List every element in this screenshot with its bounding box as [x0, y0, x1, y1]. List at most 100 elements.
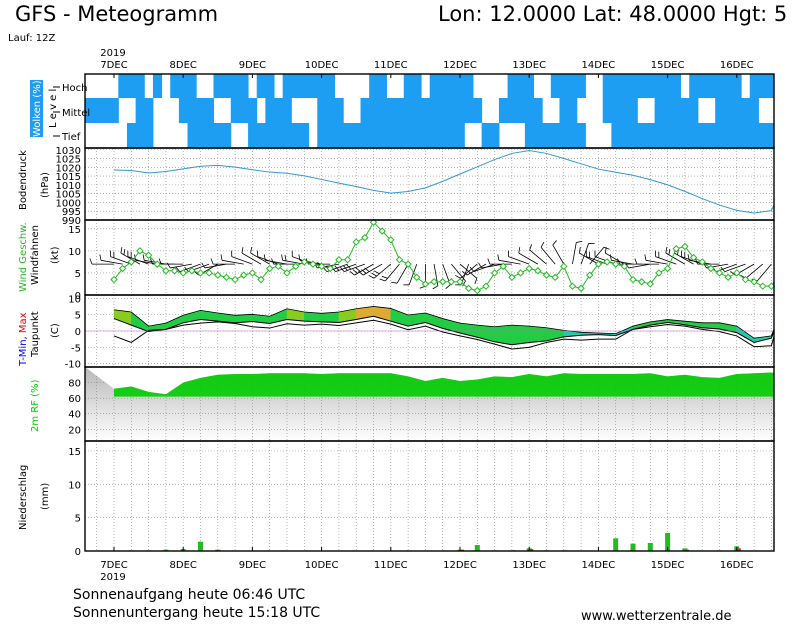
pressure-tick-label: 990 [62, 216, 81, 227]
wind-barb-feather [379, 278, 386, 282]
cloud-cell-hoch [559, 74, 569, 98]
cloud-cell-tief [334, 123, 344, 148]
cloud-cell-tief [542, 123, 552, 148]
wind-speed-point [707, 264, 715, 273]
cloud-cell-tief [369, 123, 379, 148]
wind-barb-feather [432, 285, 439, 290]
wind-tick-label: 0 [75, 291, 81, 302]
wind-speed-point [274, 262, 283, 271]
cloud-cell-tief [611, 123, 621, 148]
wind-barb-feather [665, 247, 668, 254]
wind-speed-point [482, 282, 490, 290]
wind-speed-point [438, 278, 447, 286]
wind-barb [645, 259, 668, 265]
cloud-cell-hoch [507, 74, 517, 98]
wind-barb [674, 252, 694, 265]
cloud-cell-hoch [464, 74, 474, 98]
pressure-tick-label: 1000 [56, 198, 81, 209]
precip-bar [613, 538, 619, 551]
pressure-tick-label: 1005 [56, 190, 81, 201]
cloud-cell-tief [524, 123, 535, 148]
cloud-cell-tief [412, 123, 422, 148]
cloud-cell-hoch [697, 74, 708, 98]
day-label-top: 12DEC [443, 60, 477, 71]
wind-barb-feather [263, 254, 266, 261]
wind-barb-feather [461, 271, 468, 276]
wind-speed-point [430, 278, 438, 286]
cloud-cell-tief [568, 123, 578, 148]
wind-speed-point [231, 275, 239, 284]
wind-speed-point [629, 275, 637, 284]
wind-speed-point [499, 262, 507, 271]
wind-barb-feather [201, 262, 206, 269]
cloud-cell-hoch [550, 74, 560, 98]
wind-speed-point [698, 258, 706, 266]
cloud-cell-hoch [118, 74, 128, 98]
cloud-cell-mittel [447, 98, 457, 123]
cloud-cell-tief [732, 123, 742, 148]
rf-area [114, 370, 774, 397]
axis-labels: 9909951000100510101015102010251030051015… [18, 48, 754, 583]
temp-range-band [511, 324, 530, 345]
wind-speed-point [516, 269, 525, 277]
wind-barb-feather [391, 281, 398, 284]
cloud-cell-tief [299, 123, 310, 148]
cloud-cell-tief [248, 123, 258, 148]
cloud-cell-mittel [715, 98, 725, 123]
wind-speed-point [689, 253, 698, 262]
precip-bar [474, 545, 480, 551]
wind-speed-point [586, 271, 594, 279]
wind-barb [724, 263, 746, 273]
wind-barb-feather [381, 275, 388, 279]
cloud-cell-hoch [516, 74, 526, 98]
wind-barb [460, 263, 478, 279]
cloud-cell-tief [343, 123, 353, 148]
wind-barb [110, 256, 132, 265]
precip-bar [665, 533, 671, 551]
cloud-cell-mittel [360, 98, 370, 123]
wind-speed-point [611, 260, 620, 268]
wind-speed-point [464, 284, 473, 293]
cloud-cell-hoch [602, 74, 612, 98]
temp-tick-label: -5 [71, 343, 81, 354]
temp-tick-label: 10 [68, 294, 81, 305]
cloud-cell-hoch [213, 74, 223, 98]
wind-barb-feather [552, 240, 557, 246]
cloud-cell-tief [421, 123, 431, 148]
cloud-cell-tief [559, 123, 569, 148]
cloud-cell-hoch [749, 74, 759, 98]
pressure-tick-label: 1030 [56, 146, 81, 157]
cloud-cell-tief [403, 123, 413, 148]
cloud-cell-tief [213, 123, 223, 148]
gridlines [85, 148, 774, 552]
wind-speed-point [265, 264, 274, 273]
day-label-bottom: 12DEC [443, 560, 477, 571]
day-label-bottom: 10DEC [305, 560, 339, 571]
wind-barb [120, 252, 141, 265]
day-label-bottom: 8DEC [170, 560, 197, 571]
precip-axis-title: Niederschlag [18, 465, 29, 530]
cloud-cell-mittel [204, 98, 214, 123]
rf-tick-label: 40 [68, 410, 81, 421]
cloud-cell-hoch [256, 74, 266, 98]
wind-barb-feather [339, 266, 345, 272]
cloud-cell-hoch [715, 74, 725, 98]
rf-tick-label: 60 [68, 394, 81, 405]
cloud-cell-mittel [395, 98, 405, 123]
wind-barb [466, 263, 487, 276]
day-label-top: 15DEC [651, 60, 685, 71]
cloud-cell-tief [222, 123, 232, 148]
temp-range-band [425, 312, 443, 329]
cloud-cell-tief [628, 123, 638, 148]
wind-speed-point [309, 260, 317, 268]
wind-barb [222, 259, 244, 265]
wind-barb-feather [617, 258, 621, 265]
cloud-cell-tief [697, 123, 708, 148]
wind-speed-point [326, 264, 334, 273]
wind-barb-feather [478, 262, 482, 269]
wind-speed-point [196, 269, 205, 277]
wind-speed-point [317, 262, 326, 271]
wind-speed-point [110, 275, 118, 284]
wind-barb [665, 252, 686, 265]
cloud-cell-mittel [611, 98, 621, 123]
